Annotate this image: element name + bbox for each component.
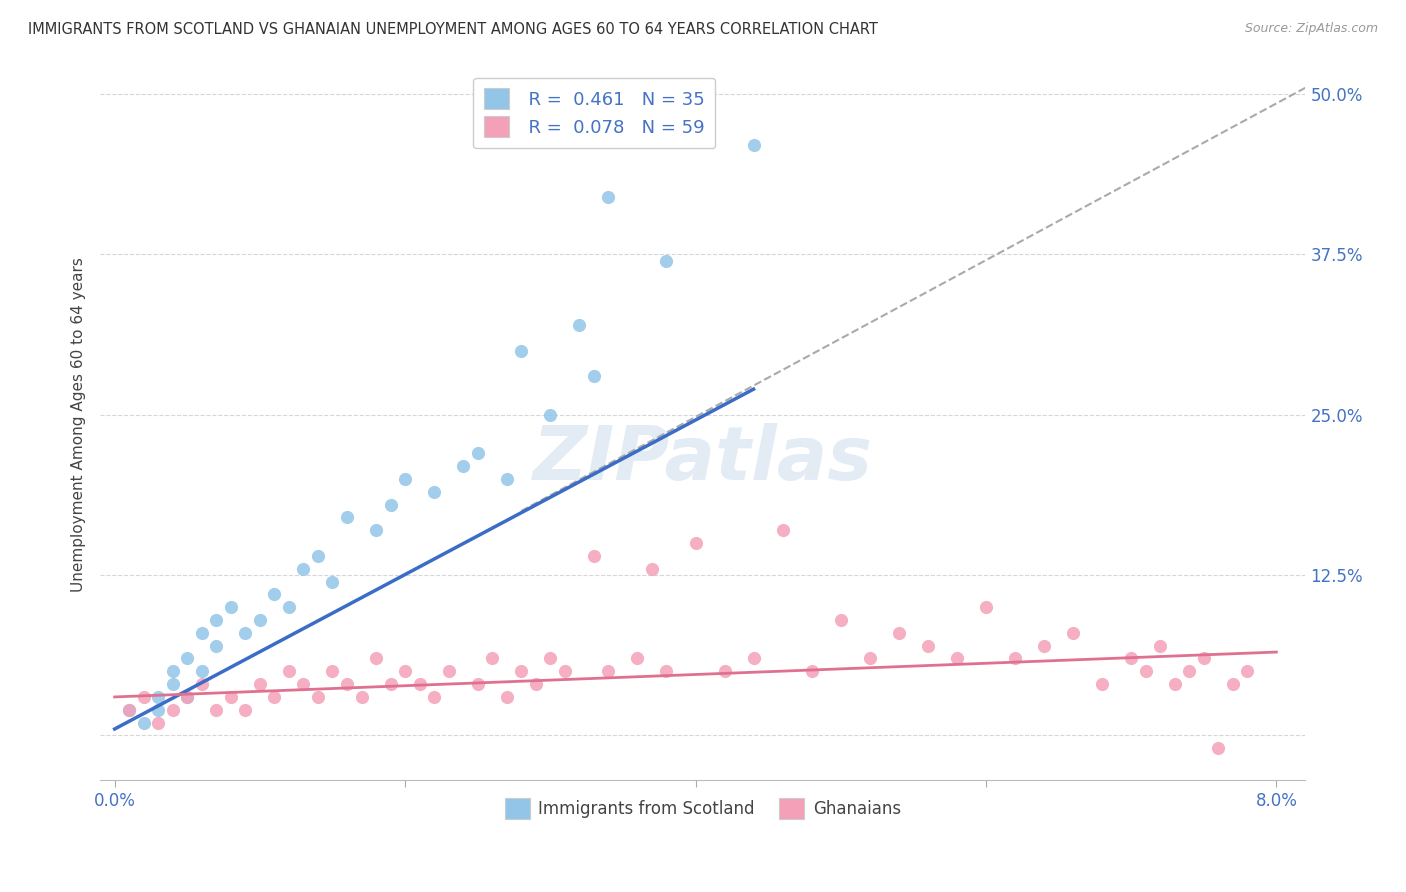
Point bbox=[380, 498, 402, 512]
Point bbox=[162, 703, 184, 717]
Point bbox=[437, 665, 460, 679]
Point bbox=[162, 677, 184, 691]
Point bbox=[380, 677, 402, 691]
Point bbox=[148, 715, 170, 730]
Point bbox=[321, 665, 343, 679]
Point bbox=[263, 587, 285, 601]
Point bbox=[451, 459, 474, 474]
Point bbox=[277, 600, 299, 615]
Point bbox=[249, 613, 271, 627]
Point bbox=[685, 536, 707, 550]
Point bbox=[1135, 665, 1157, 679]
Point bbox=[219, 600, 242, 615]
Point bbox=[1004, 651, 1026, 665]
Point bbox=[148, 690, 170, 704]
Point bbox=[307, 690, 329, 704]
Point bbox=[336, 510, 359, 524]
Point bbox=[233, 703, 256, 717]
Point bbox=[205, 639, 228, 653]
Point bbox=[191, 665, 214, 679]
Point bbox=[176, 690, 198, 704]
Point bbox=[538, 408, 561, 422]
Point bbox=[859, 651, 882, 665]
Point bbox=[1149, 639, 1171, 653]
Point bbox=[554, 665, 576, 679]
Point bbox=[292, 562, 315, 576]
Point bbox=[1163, 677, 1185, 691]
Point bbox=[394, 665, 416, 679]
Point bbox=[481, 651, 503, 665]
Point bbox=[495, 472, 517, 486]
Point bbox=[1206, 741, 1229, 756]
Text: Source: ZipAtlas.com: Source: ZipAtlas.com bbox=[1244, 22, 1378, 36]
Y-axis label: Unemployment Among Ages 60 to 64 years: Unemployment Among Ages 60 to 64 years bbox=[72, 257, 86, 592]
Point bbox=[205, 613, 228, 627]
Point bbox=[1192, 651, 1215, 665]
Point bbox=[772, 523, 794, 537]
Point bbox=[598, 665, 620, 679]
Point bbox=[191, 677, 214, 691]
Point bbox=[830, 613, 852, 627]
Point bbox=[408, 677, 430, 691]
Point bbox=[582, 369, 605, 384]
Point bbox=[1033, 639, 1056, 653]
Point bbox=[626, 651, 648, 665]
Point bbox=[148, 703, 170, 717]
Point bbox=[1178, 665, 1201, 679]
Point bbox=[1091, 677, 1114, 691]
Point bbox=[655, 253, 678, 268]
Point bbox=[1236, 665, 1258, 679]
Point bbox=[277, 665, 299, 679]
Point bbox=[423, 484, 446, 499]
Point bbox=[364, 651, 387, 665]
Point bbox=[132, 690, 155, 704]
Point bbox=[713, 665, 735, 679]
Point bbox=[233, 625, 256, 640]
Point bbox=[118, 703, 141, 717]
Point bbox=[467, 677, 489, 691]
Point bbox=[917, 639, 939, 653]
Point bbox=[655, 665, 678, 679]
Text: ZIPatlas: ZIPatlas bbox=[533, 424, 873, 497]
Point bbox=[1062, 625, 1084, 640]
Point bbox=[176, 651, 198, 665]
Point bbox=[510, 665, 533, 679]
Point bbox=[538, 651, 561, 665]
Point bbox=[249, 677, 271, 691]
Point bbox=[263, 690, 285, 704]
Point bbox=[292, 677, 315, 691]
Point bbox=[641, 562, 664, 576]
Point bbox=[321, 574, 343, 589]
Point bbox=[219, 690, 242, 704]
Point bbox=[598, 190, 620, 204]
Point bbox=[364, 523, 387, 537]
Point bbox=[307, 549, 329, 563]
Point bbox=[1222, 677, 1244, 691]
Point bbox=[742, 651, 765, 665]
Point bbox=[118, 703, 141, 717]
Point bbox=[887, 625, 910, 640]
Point bbox=[582, 549, 605, 563]
Point bbox=[205, 703, 228, 717]
Point bbox=[974, 600, 997, 615]
Point bbox=[162, 665, 184, 679]
Point bbox=[423, 690, 446, 704]
Point bbox=[191, 625, 214, 640]
Point bbox=[568, 318, 591, 332]
Legend: Immigrants from Scotland, Ghanaians: Immigrants from Scotland, Ghanaians bbox=[498, 792, 908, 825]
Text: IMMIGRANTS FROM SCOTLAND VS GHANAIAN UNEMPLOYMENT AMONG AGES 60 TO 64 YEARS CORR: IMMIGRANTS FROM SCOTLAND VS GHANAIAN UNE… bbox=[28, 22, 877, 37]
Point bbox=[495, 690, 517, 704]
Point bbox=[946, 651, 969, 665]
Point bbox=[394, 472, 416, 486]
Point bbox=[510, 343, 533, 358]
Point bbox=[350, 690, 373, 704]
Point bbox=[176, 690, 198, 704]
Point bbox=[132, 715, 155, 730]
Point bbox=[742, 138, 765, 153]
Point bbox=[800, 665, 823, 679]
Point bbox=[1121, 651, 1143, 665]
Point bbox=[336, 677, 359, 691]
Point bbox=[524, 677, 547, 691]
Point bbox=[467, 446, 489, 460]
